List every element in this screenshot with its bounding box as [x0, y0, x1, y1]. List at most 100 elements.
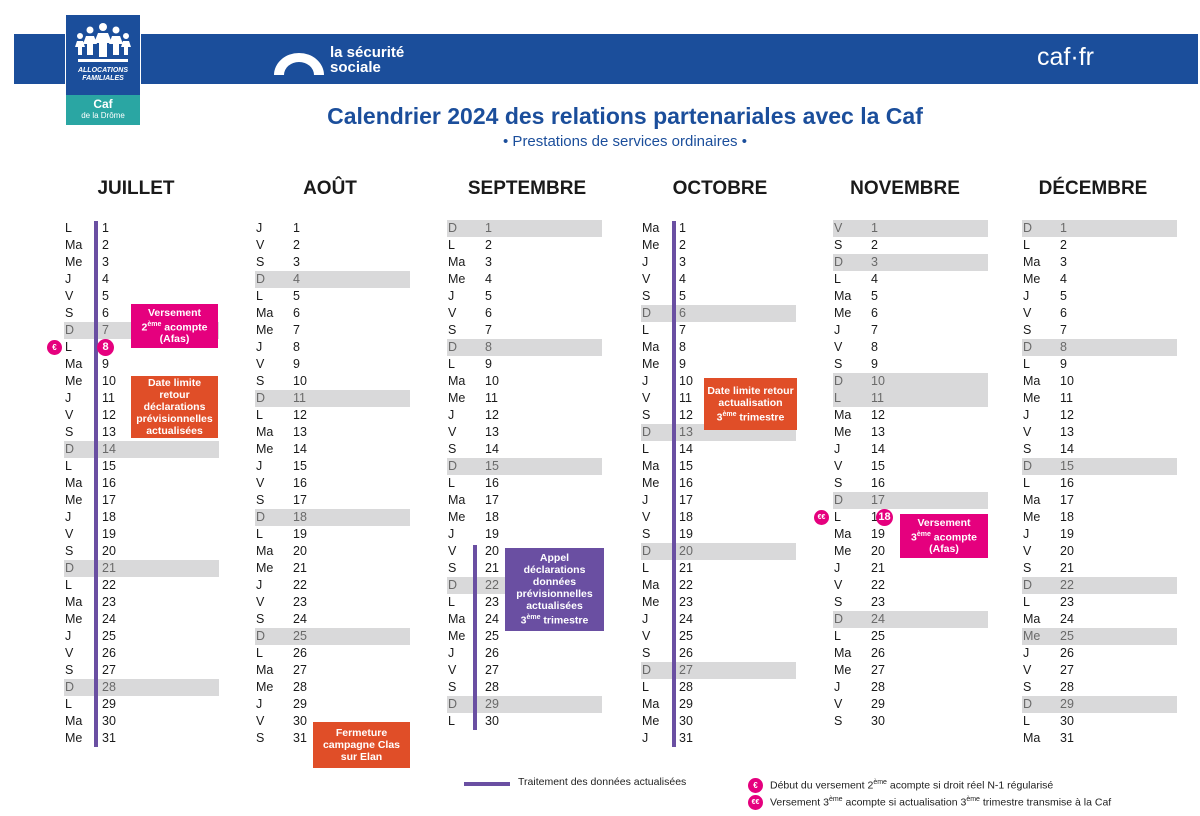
note-line: (Afas) [929, 543, 959, 556]
weekday: S [834, 714, 843, 728]
day-number: 8 [871, 340, 878, 354]
day-number: 11 [679, 391, 692, 405]
weekday: Ma [448, 374, 466, 388]
day-number: 29 [679, 697, 693, 711]
weekday: Me [65, 731, 83, 745]
day-number: 23 [871, 595, 885, 609]
day-number: 28 [1060, 680, 1074, 694]
day-row: Ma 2 [64, 237, 219, 254]
weekday: V [1023, 425, 1032, 439]
highlight-circle-nov-18: 18 [876, 509, 893, 526]
day-row: Ma 3 [1022, 254, 1177, 271]
day-number: 15 [679, 459, 693, 473]
weekday: D [65, 680, 75, 694]
weekday: Ma [834, 527, 852, 541]
weekday: V [1023, 663, 1032, 677]
weekday: S [642, 646, 651, 660]
day-row: S 27 [64, 662, 219, 679]
day-number: 13 [679, 425, 693, 439]
day-number: 30 [102, 714, 116, 728]
day-row: Me 25 [447, 628, 602, 645]
weekday: L [65, 459, 72, 473]
day-number: 26 [485, 646, 499, 660]
day-number: 10 [1060, 374, 1074, 388]
weekday: D [448, 697, 458, 711]
day-number: 3 [102, 255, 109, 269]
day-row: V 16 [255, 475, 410, 492]
day-row: S 23 [833, 594, 988, 611]
day-row: L 30 [1022, 713, 1177, 730]
weekday: Ma [642, 697, 660, 711]
note-line: prévisionnelles [516, 588, 593, 601]
day-row: Ma 31 [1022, 730, 1177, 747]
weekday: V [256, 595, 265, 609]
day-number: 11 [293, 391, 306, 405]
note-line: prévisionnelles [136, 413, 213, 425]
weekday: L [1023, 714, 1030, 728]
caf-fr-logo: caf·fr [1037, 43, 1094, 71]
day-number: 21 [679, 561, 693, 575]
day-number: 7 [102, 323, 109, 337]
day-number: 4 [871, 272, 878, 286]
weekday: Ma [642, 221, 660, 235]
weekday: D [1023, 340, 1033, 354]
day-row: J 11 [64, 390, 219, 407]
legend-text-part: Versement 3 [770, 796, 829, 809]
day-row-weekend: D 25 [255, 628, 410, 645]
weekday: V [642, 391, 651, 405]
day-number: 11 [485, 391, 498, 405]
day-row: V 19 [64, 526, 219, 543]
day-row: J 14 [833, 441, 988, 458]
day-row-weekend: D 17 [833, 492, 988, 509]
weekday: D [65, 323, 75, 337]
day-number: 20 [485, 544, 499, 558]
weekday: S [256, 612, 265, 626]
legend-double-euro-icon: €€ [748, 795, 763, 810]
weekday: S [256, 731, 265, 745]
month-name: SEPTEMBRE [467, 178, 587, 199]
day-row: Me 4 [1022, 271, 1177, 288]
day-row-weekend: D 28 [64, 679, 219, 696]
day-number: 3 [293, 255, 300, 269]
day-row: Me 16 [641, 475, 796, 492]
note-line: sur Elan [340, 751, 383, 763]
day-row: Ma 10 [1022, 373, 1177, 390]
day-row: Ma 23 [64, 594, 219, 611]
weekday: J [1023, 527, 1030, 541]
caf-logo: ALLOCATIONS FAMILIALES Caf de la Drôme [66, 15, 140, 125]
weekday: Me [642, 595, 660, 609]
weekday: Ma [1023, 374, 1041, 388]
weekday: Me [1023, 510, 1041, 524]
day-number: 1 [679, 221, 686, 235]
day-row: J 18 [64, 509, 219, 526]
day-row-weekend: D 27 [641, 662, 796, 679]
weekday: V [65, 527, 74, 541]
weekday: Me [642, 357, 660, 371]
day-row: L 22 [64, 577, 219, 594]
day-row: Ma 3 [447, 254, 602, 271]
day-number: 24 [871, 612, 885, 626]
day-row: Me 27 [833, 662, 988, 679]
family-figures-icon [75, 23, 131, 62]
day-row: Me 9 [641, 356, 796, 373]
day-row: V 12 [64, 407, 219, 424]
weekday: V [1023, 306, 1032, 320]
weekday: J [642, 731, 649, 745]
double-euro-icon: €€ [814, 510, 829, 525]
weekday: Me [834, 306, 852, 320]
day-number: 24 [102, 612, 116, 626]
weekday: V [65, 408, 74, 422]
weekday: Ma [1023, 731, 1041, 745]
day-number: 12 [293, 408, 307, 422]
day-number: 19 [679, 527, 693, 541]
day-row: L 29 [64, 696, 219, 713]
weekday: Ma [642, 459, 660, 473]
day-number: 10 [679, 374, 693, 388]
day-number: 23 [679, 595, 693, 609]
day-number: 25 [485, 629, 499, 643]
weekday: D [642, 663, 652, 677]
